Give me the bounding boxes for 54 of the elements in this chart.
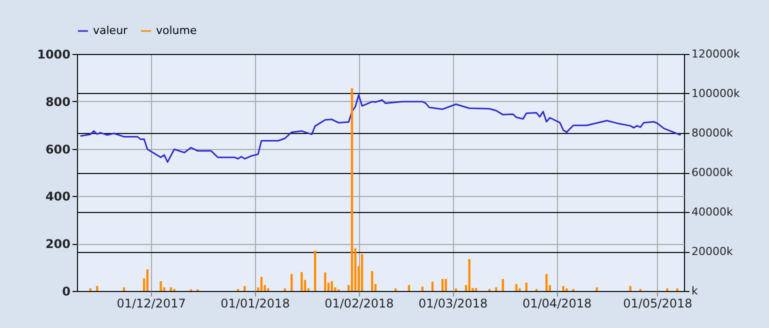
- x-tick-label: 01/01/2018: [220, 296, 290, 310]
- legend-label: valeur: [93, 24, 128, 37]
- legend-label: volume: [156, 24, 197, 37]
- bar: [468, 259, 470, 291]
- bar: [596, 287, 598, 291]
- bar: [324, 272, 326, 291]
- bar: [244, 286, 246, 291]
- bar: [545, 274, 548, 291]
- y2-tick-label: 60000k: [692, 166, 734, 179]
- bar: [408, 285, 410, 291]
- y2-tick-label: 100000k: [692, 87, 740, 100]
- y2-tick-label: k: [692, 284, 698, 298]
- bar: [146, 269, 149, 291]
- bar: [431, 282, 434, 291]
- bar: [495, 287, 498, 291]
- bar: [474, 288, 478, 291]
- bar: [421, 286, 424, 291]
- bar: [441, 278, 444, 291]
- bar: [629, 286, 632, 291]
- bar: [666, 288, 668, 291]
- x-tick-label: 01/03/2018: [418, 296, 488, 310]
- y2-tick-label: 40000k: [692, 206, 734, 218]
- bar: [525, 282, 528, 291]
- bar: [267, 288, 270, 291]
- x-tick-label: 01/12/2017: [116, 296, 186, 310]
- y-tick-label: 1000: [37, 48, 70, 62]
- bar: [371, 271, 374, 291]
- bar: [290, 274, 293, 291]
- bar: [360, 254, 364, 291]
- bar: [300, 272, 303, 291]
- x-tick-label: 01/02/2018: [324, 296, 394, 310]
- bar: [515, 284, 518, 291]
- x-tick-label: 01/04/2018: [522, 296, 592, 310]
- line-series: [80, 94, 682, 163]
- bar: [444, 278, 447, 291]
- y-tick-label: 400: [45, 190, 70, 204]
- bar: [160, 281, 162, 291]
- bar: [562, 286, 564, 291]
- y-tick-label: 600: [45, 142, 70, 156]
- y2-tick-label: 20000k: [692, 245, 734, 258]
- y2-tick-label: 120000k: [692, 48, 740, 60]
- y-tick-label: 200: [45, 237, 70, 252]
- bar: [330, 281, 333, 291]
- bar: [676, 288, 678, 291]
- x-tick-label: 01/05/2018: [623, 296, 692, 310]
- y2-tick-label: 80000k: [692, 126, 734, 140]
- bar: [502, 278, 504, 291]
- bar: [260, 276, 263, 291]
- y-tick-label: 800: [45, 94, 70, 109]
- bar: [96, 286, 98, 291]
- bar: [350, 88, 354, 291]
- y-tick-label: 0: [62, 284, 70, 298]
- bar: [314, 250, 316, 291]
- bar: [518, 288, 521, 291]
